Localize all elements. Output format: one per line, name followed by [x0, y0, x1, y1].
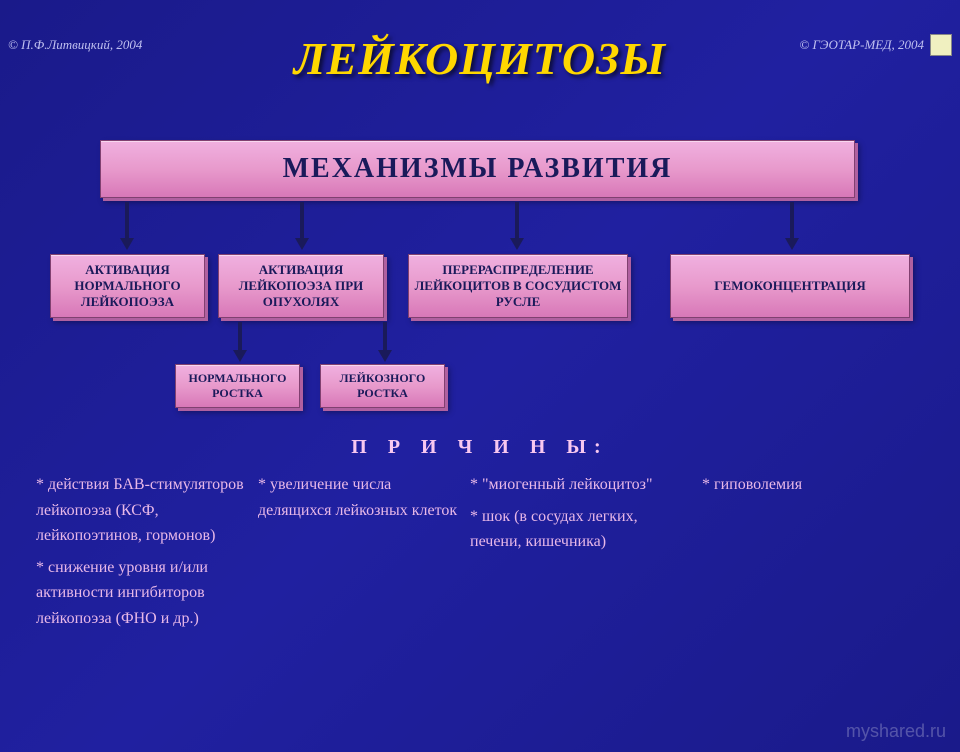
arrow-icon	[120, 202, 134, 250]
copyright-bar: © П.Ф.Литвицкий, 2004 © ГЭОТАР-МЕД, 2004	[0, 34, 960, 56]
causes-col-3: * "миогенный лейкоцитоз" * шок (в сосуда…	[470, 472, 690, 638]
mechanism-box-4: ГЕМОКОНЦЕНТРАЦИЯ	[670, 254, 910, 318]
publisher-logo-icon	[930, 34, 952, 56]
arrow-icon	[295, 202, 309, 250]
mechanism-box-3: ПЕРЕРАСПРЕДЕЛЕНИЕ ЛЕЙКОЦИТОВ В СОСУДИСТО…	[408, 254, 628, 318]
arrow-icon	[510, 202, 524, 250]
subbox-2: ЛЕЙКОЗНОГО РОСТКА	[320, 364, 445, 408]
cause-item: * увеличение числа делящихся лейкозных к…	[258, 472, 458, 523]
mechanism-box-2: АКТИВАЦИЯ ЛЕЙКОПОЭЗА ПРИ ОПУХОЛЯХ	[218, 254, 384, 318]
watermark: myshared.ru	[846, 721, 946, 742]
causes-col-1: * действия БАВ-стимуляторов лейкопоэза (…	[36, 472, 246, 638]
causes-col-4: * гиповолемия	[702, 472, 936, 638]
copyright-right: © ГЭОТАР-МЕД, 2004	[799, 34, 952, 56]
arrow-icon	[785, 202, 799, 250]
copyright-left: © П.Ф.Литвицкий, 2004	[8, 37, 142, 53]
cause-item: * "миогенный лейкоцитоз"	[470, 472, 690, 498]
copyright-right-text: © ГЭОТАР-МЕД, 2004	[799, 37, 924, 53]
mechanism-box-1: АКТИВАЦИЯ НОРМАЛЬНОГО ЛЕЙКОПОЭЗА	[50, 254, 205, 318]
cause-item: * действия БАВ-стимуляторов лейкопоэза (…	[36, 472, 246, 549]
subbox-1: НОРМАЛЬНОГО РОСТКА	[175, 364, 300, 408]
causes-title: П Р И Ч И Н Ы:	[0, 436, 960, 459]
arrow-icon	[378, 322, 392, 362]
cause-item: * гиповолемия	[702, 472, 936, 498]
causes-columns: * действия БАВ-стимуляторов лейкопоэза (…	[36, 472, 936, 638]
arrow-icon	[233, 322, 247, 362]
cause-item: * шок (в сосудах легких, печени, кишечни…	[470, 504, 690, 555]
cause-item: * снижение уровня и/или активности ингиб…	[36, 555, 246, 632]
header-box: МЕХАНИЗМЫ РАЗВИТИЯ	[100, 140, 855, 198]
causes-col-2: * увеличение числа делящихся лейкозных к…	[258, 472, 458, 638]
